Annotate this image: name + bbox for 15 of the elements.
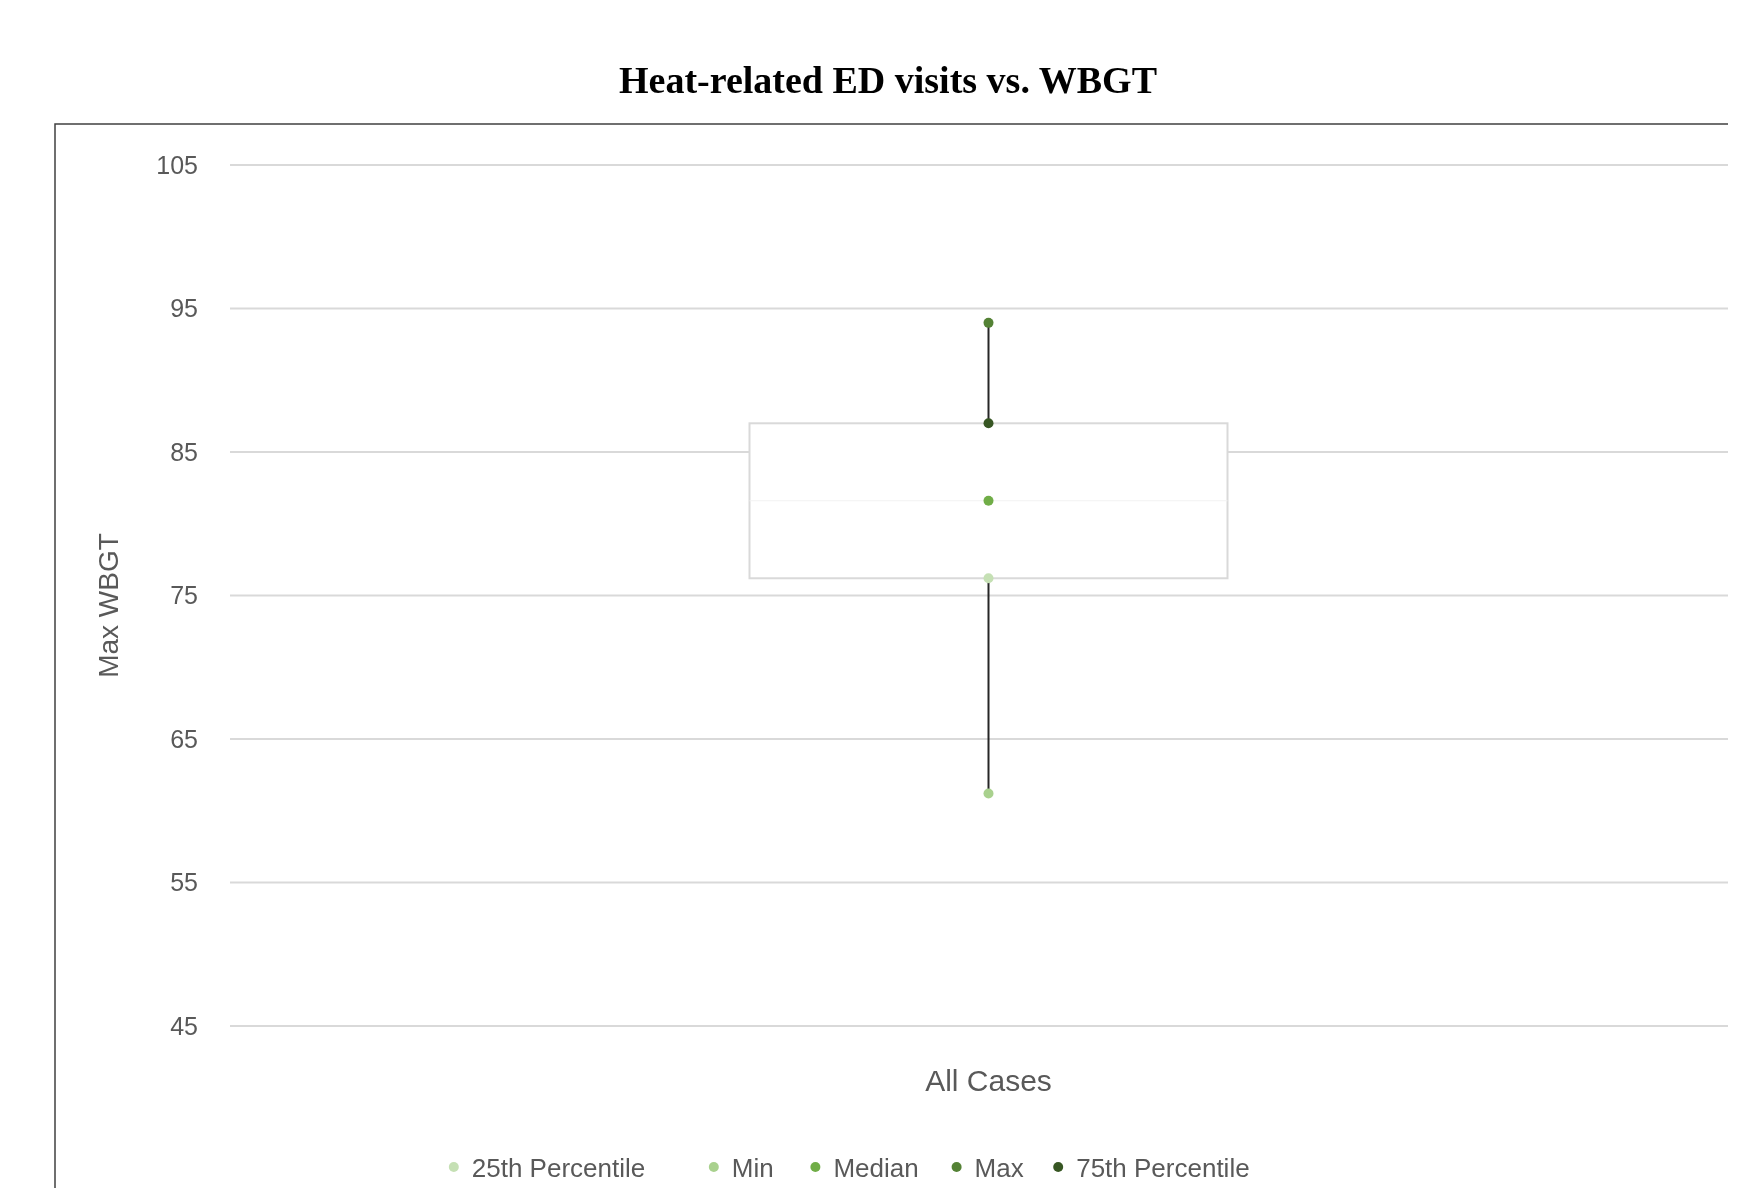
y-tick-label: 105 bbox=[156, 150, 198, 179]
x-tick-label: All Cases bbox=[925, 1064, 1052, 1097]
legend-label: Max bbox=[974, 1153, 1024, 1184]
y-tick-label: 65 bbox=[170, 724, 198, 753]
legend-label: 75th Percentile bbox=[1076, 1153, 1250, 1184]
y-tick-label: 55 bbox=[170, 868, 198, 897]
y-tick-label: 45 bbox=[170, 1011, 198, 1040]
legend-label: Min bbox=[731, 1153, 774, 1184]
y-tick-label: 95 bbox=[170, 294, 198, 323]
y-tick-label: 75 bbox=[170, 581, 198, 610]
y-axis-title: Max WBGT bbox=[93, 533, 124, 678]
legend-label: Median bbox=[833, 1153, 919, 1184]
legend-label: 25th Percentile bbox=[471, 1153, 646, 1184]
chart-title: Heat-related ED visits vs. WBGT bbox=[619, 59, 1157, 101]
y-tick-label: 85 bbox=[170, 437, 198, 466]
